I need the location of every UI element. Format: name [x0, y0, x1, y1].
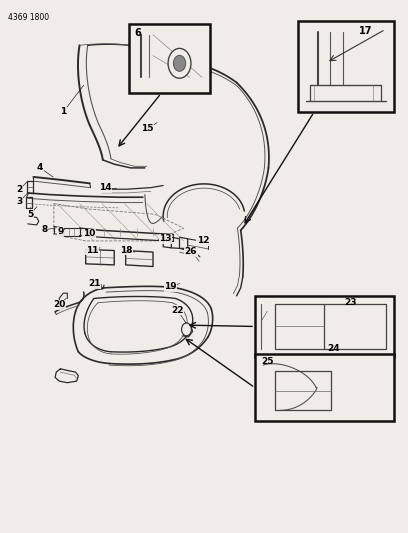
Text: 2: 2 [16, 185, 23, 193]
Text: 17: 17 [359, 26, 372, 36]
Text: 11: 11 [86, 246, 98, 255]
Bar [129, 24, 210, 93]
Text: 24: 24 [327, 344, 339, 353]
Text: 15: 15 [142, 125, 154, 133]
Text: 23: 23 [344, 298, 356, 308]
Text: 18: 18 [120, 246, 133, 255]
Text: 19: 19 [164, 282, 177, 291]
Text: 12: 12 [197, 237, 209, 245]
Text: 5: 5 [27, 210, 34, 219]
Text: 20: 20 [53, 301, 65, 309]
Circle shape [173, 55, 186, 71]
Bar [255, 354, 394, 421]
Text: 25: 25 [261, 357, 274, 366]
Text: 21: 21 [89, 279, 101, 288]
Text: 9: 9 [57, 228, 64, 236]
Circle shape [182, 323, 191, 336]
Text: 10: 10 [83, 229, 95, 238]
Bar [298, 21, 394, 112]
Text: 26: 26 [185, 247, 197, 256]
Text: 6: 6 [135, 28, 142, 38]
Text: 3: 3 [16, 197, 23, 206]
Bar [255, 296, 394, 357]
Text: 22: 22 [171, 306, 184, 314]
Text: 4: 4 [37, 164, 43, 172]
Text: 4369 1800: 4369 1800 [8, 13, 49, 22]
Text: 16: 16 [144, 87, 156, 96]
Circle shape [168, 49, 191, 78]
Text: 13: 13 [159, 235, 171, 243]
Text: 1: 1 [60, 108, 67, 116]
Text: 14: 14 [99, 183, 111, 192]
Text: 8: 8 [42, 225, 48, 234]
